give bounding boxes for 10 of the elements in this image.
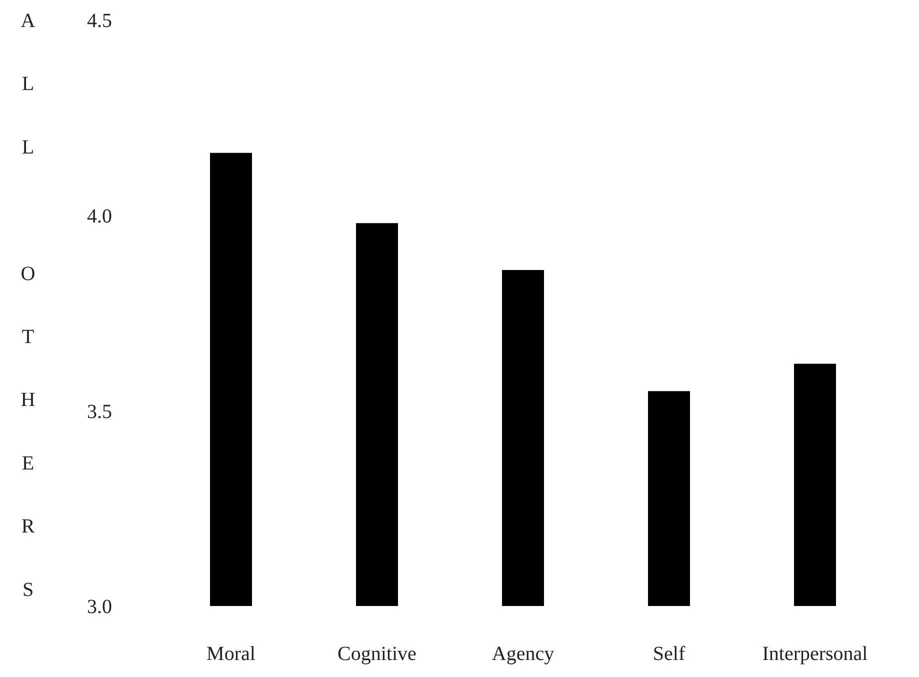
y-tick-label: 4.0 [87,205,112,228]
y-tick-label: 3.0 [87,596,112,618]
x-tick-label: Agency [492,643,554,666]
y-tick-label: 3.5 [87,400,112,423]
x-tick-label: Moral [206,643,256,666]
y-axis-title: ALL OTHERS [17,10,39,642]
y-tick-label: 4.5 [87,10,112,32]
x-tick-label: Self [652,643,686,666]
x-tick-label: Interpersonal [762,643,868,666]
x-tick-label: Cognitive [338,643,417,666]
